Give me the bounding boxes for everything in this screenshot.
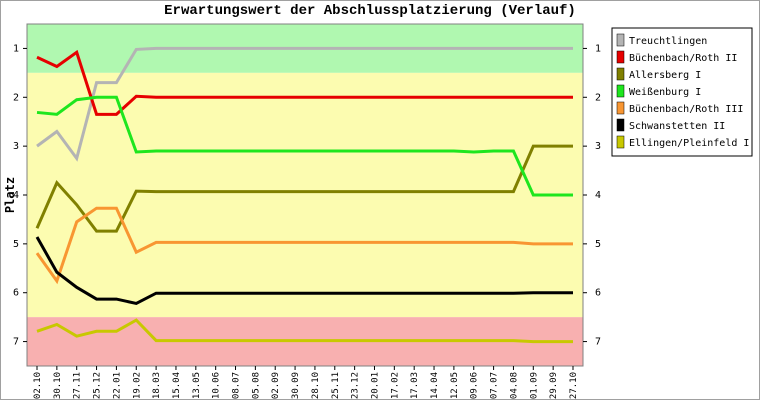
x-tick-label: 14.04 (430, 372, 440, 399)
legend-label: Allersberg I (629, 70, 701, 81)
x-tick-label: 20.01 (370, 372, 380, 399)
x-tick-label: 02.10 (33, 372, 43, 399)
x-tick-label: 17.02 (390, 372, 400, 399)
legend-label: Büchenbach/Roth III (629, 104, 743, 115)
legend-swatch (616, 118, 625, 132)
legend-label: Schwanstetten II (629, 121, 725, 132)
legend-swatch (616, 135, 625, 149)
x-tick-label: 30.10 (53, 372, 63, 399)
y-tick-label: 7 (13, 337, 19, 348)
series-line (36, 95, 573, 197)
series-line (35, 206, 573, 285)
x-tick-label: 05.08 (251, 372, 261, 399)
series-line (36, 46, 573, 162)
x-tick-label: 07.07 (490, 372, 500, 399)
legend-swatch (616, 84, 625, 98)
legend-swatch (616, 67, 625, 81)
x-tick-label: 02.09 (271, 372, 281, 399)
x-tick-label: 18.03 (152, 372, 162, 399)
y-tick-label: 7 (595, 337, 601, 348)
x-tick-label: 09.06 (470, 372, 480, 399)
legend-swatch (616, 101, 625, 115)
legend-label: Weißenburg I (629, 87, 701, 98)
y-tick-label: 3 (595, 141, 601, 152)
x-tick-label: 25.11 (331, 372, 341, 399)
legend-swatch (616, 33, 625, 47)
x-tick-label: 23.12 (351, 372, 361, 399)
series-line (36, 49, 573, 116)
y-tick-label: 6 (13, 288, 19, 299)
x-tick-label: 28.10 (311, 372, 321, 399)
y-tick-label: 2 (595, 92, 601, 103)
y-tick-label: 4 (595, 190, 601, 201)
x-tick-label: 01.09 (529, 372, 539, 399)
y-axis-label: Platz (3, 177, 17, 213)
y-tick-label: 4 (13, 190, 19, 201)
chart-title: Erwartungswert der Abschlussplatzierung … (164, 3, 576, 19)
x-tick-label: 08.07 (232, 372, 242, 399)
legend-box (611, 27, 753, 157)
x-tick-label: 19.02 (132, 372, 142, 399)
y-tick-label: 5 (595, 239, 601, 250)
x-tick-label: 27.10 (569, 372, 579, 399)
legend-label: Büchenbach/Roth II (629, 53, 737, 64)
series-line (36, 318, 573, 344)
legend-label: Treuchtlingen (629, 36, 707, 47)
series-line (35, 236, 573, 306)
x-tick-label: 04.08 (509, 372, 519, 399)
x-tick-label: 27.11 (73, 372, 83, 399)
x-tick-label: 22.01 (112, 372, 122, 399)
y-tick-label: 6 (595, 288, 601, 299)
x-tick-label: 25.12 (93, 372, 103, 399)
x-tick-label: 29.09 (549, 372, 559, 399)
x-tick-label: 13.05 (192, 372, 202, 399)
x-tick-label: 12.05 (450, 372, 460, 399)
x-tick-label: 10.06 (212, 372, 222, 399)
y-tick-label: 1 (595, 43, 601, 54)
x-tick-label: 15.04 (172, 372, 182, 399)
series-line (35, 144, 573, 233)
y-tick-label: 5 (13, 239, 19, 250)
legend-swatch (616, 50, 625, 64)
x-tick-label: 17.03 (410, 372, 420, 399)
band (27, 72, 583, 318)
y-tick-label: 1 (13, 43, 19, 54)
y-tick-label: 2 (13, 92, 19, 103)
y-tick-label: 3 (13, 141, 19, 152)
legend-label: Ellingen/Pleinfeld I (629, 138, 749, 149)
x-tick-label: 30.09 (291, 372, 301, 399)
